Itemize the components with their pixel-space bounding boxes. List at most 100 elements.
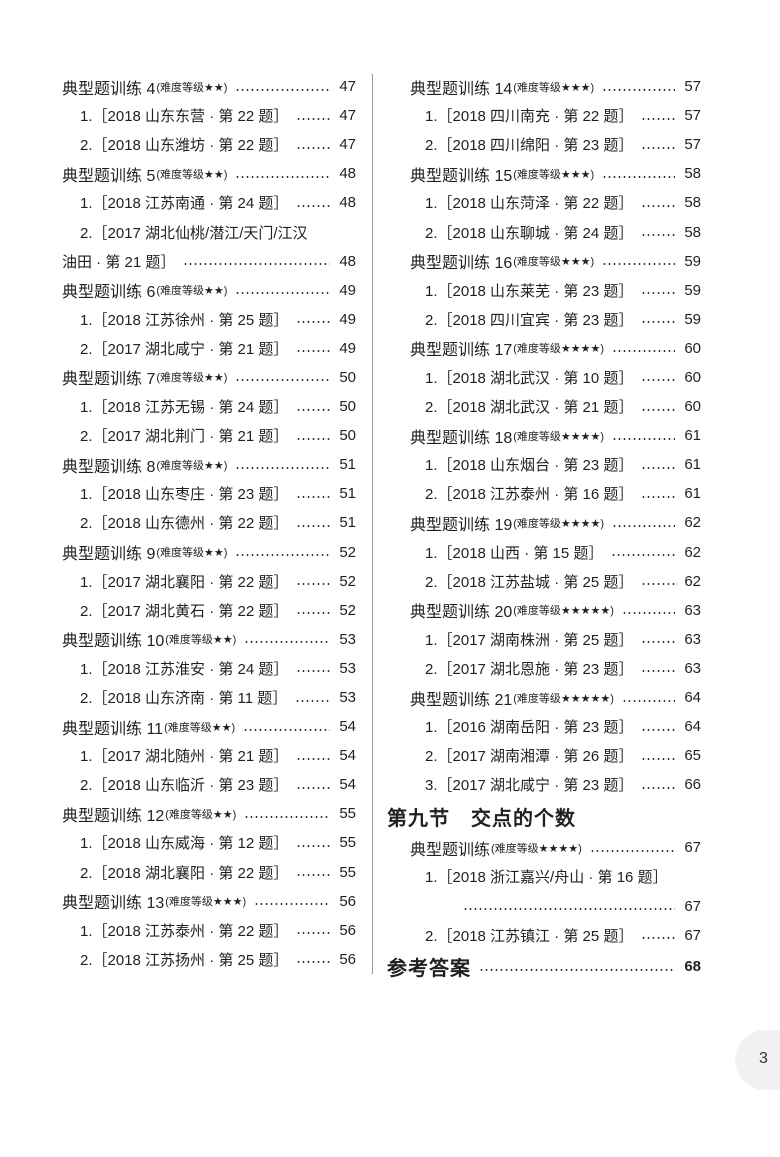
toc-problem-entry[interactable]: 2.［2017 湖北仙桃/潜江/天门/江汉	[62, 217, 356, 246]
toc-problem-entry[interactable]: 2.［2018 山东德州 · 第 22 题］ 51	[62, 508, 356, 537]
toc-problem-entry[interactable]: 1.［2018 山东莱芜 · 第 23 题］ 59	[387, 276, 701, 305]
page-ref: 47	[339, 78, 356, 96]
toc-problem-entry[interactable]: 2.［2017 湖北黄石 · 第 22 题］ 52	[62, 596, 356, 625]
toc-problem-entry[interactable]: 3.［2017 湖北咸宁 · 第 23 题］ 66	[387, 770, 701, 799]
toc-exercise-heading[interactable]: 典型题训练 19 (难度等级★★★★) 62	[387, 508, 701, 537]
column-divider	[372, 74, 373, 974]
toc-exercise-heading[interactable]: 典型题训练 8 (难度等级★★) 51	[62, 450, 356, 479]
toc-problem-entry[interactable]: 1.［2017 湖北襄阳 · 第 22 题］ 52	[62, 567, 356, 596]
toc-exercise-heading[interactable]: 典型题训练 10 (难度等级★★) 53	[62, 625, 356, 654]
difficulty-label: (难度等级★★)	[156, 168, 228, 181]
toc-section-heading[interactable]: 第九节 交点的个数	[387, 799, 701, 833]
toc-problem-entry[interactable]: 2.［2018 山东临沂 · 第 23 题］ 54	[62, 770, 356, 799]
toc-problem-entry[interactable]: 1.［2018 山东枣庄 · 第 23 题］ 51	[62, 479, 356, 508]
toc-problem-entry[interactable]: 1.［2018 山东菏泽 · 第 22 题］ 58	[387, 188, 701, 217]
page-ref: 60	[684, 398, 701, 416]
toc-problem-entry[interactable]: 2.［2017 湖北恩施 · 第 23 题］ 63	[387, 654, 701, 683]
toc-problem-entry[interactable]: 2.［2018 江苏镇江 · 第 25 题］ 67	[387, 921, 701, 950]
toc-problem-entry[interactable]: 1.［2017 湖南株洲 · 第 25 题］ 63	[387, 625, 701, 654]
toc-problem-entry[interactable]: 1.［2018 江苏无锡 · 第 24 题］ 50	[62, 392, 356, 421]
page-ref: 67	[684, 839, 701, 857]
toc-problem-entry[interactable]: 2.［2018 江苏泰州 · 第 16 题］ 61	[387, 479, 701, 508]
toc-problem-entry[interactable]: 2.［2017 湖北荆门 · 第 21 题］ 50	[62, 421, 356, 450]
dot-leader	[602, 263, 675, 266]
toc-problem-entry[interactable]: 2.［2018 湖北襄阳 · 第 22 题］ 55	[62, 858, 356, 887]
toc-problem-entry[interactable]: 2.［2018 湖北武汉 · 第 21 题］ 60	[387, 392, 701, 421]
toc-section-heading[interactable]: 参考答案 68	[387, 950, 701, 984]
toc-problem-entry[interactable]: 1.［2018 四川南充 · 第 22 题］ 57	[387, 101, 701, 130]
toc-problem-entry[interactable]: 2.［2017 湖南湘潭 · 第 26 题］ 65	[387, 741, 701, 770]
toc-entry-continuation[interactable]: 67	[387, 892, 701, 921]
toc-exercise-heading[interactable]: 典型题训练 (难度等级★★★★) 67	[387, 833, 701, 862]
toc-problem-entry[interactable]: 1.［2018 山东威海 · 第 12 题］ 55	[62, 828, 356, 857]
toc-problem-entry[interactable]: 1.［2018 浙江嘉兴/舟山 · 第 16 题］	[387, 862, 701, 891]
entry-text: 1.［2018 四川南充 · 第 22 题］	[425, 108, 634, 126]
toc-exercise-heading[interactable]: 典型题训练 20 (难度等级★★★★★) 63	[387, 596, 701, 625]
entry-text: 2.［2017 湖北仙桃/潜江/天门/江汉	[80, 224, 308, 242]
difficulty-label: (难度等级★★)	[164, 721, 236, 734]
page-ref: 65	[684, 747, 701, 765]
toc-problem-entry[interactable]: 2.［2018 山东聊城 · 第 24 题］ 58	[387, 217, 701, 246]
toc-problem-entry[interactable]: 1.［2018 山东东营 · 第 22 题］ 47	[62, 101, 356, 130]
dot-leader	[641, 466, 675, 469]
toc-problem-entry[interactable]: 1.［2018 江苏淮安 · 第 24 题］ 53	[62, 654, 356, 683]
dot-leader	[641, 641, 675, 644]
entry-label: 典型题训练 18	[410, 429, 513, 447]
dot-leader	[235, 88, 330, 91]
toc-exercise-heading[interactable]: 典型题训练 5 (难度等级★★) 48	[62, 159, 356, 188]
toc-problem-entry[interactable]: 2.［2018 四川宜宾 · 第 23 题］ 59	[387, 305, 701, 334]
toc-problem-entry[interactable]: 1.［2018 山西 · 第 15 题］ 62	[387, 538, 701, 567]
entry-text: 1.［2018 江苏徐州 · 第 25 题］	[80, 311, 289, 329]
toc-entry-continuation[interactable]: 油田 · 第 21 题］ 48	[62, 247, 356, 276]
entry-text: 2.［2018 山东聊城 · 第 24 题］	[425, 224, 634, 242]
toc-exercise-heading[interactable]: 典型题训练 15 (难度等级★★★) 58	[387, 159, 701, 188]
toc-exercise-heading[interactable]: 典型题训练 7 (难度等级★★) 50	[62, 363, 356, 392]
toc-problem-entry[interactable]: 2.［2018 山东潍坊 · 第 22 题］ 47	[62, 130, 356, 159]
entry-text: 1.［2018 山东东营 · 第 22 题］	[80, 108, 289, 126]
page-ref: 49	[339, 339, 356, 357]
page-ref: 60	[684, 339, 701, 357]
toc-problem-entry[interactable]: 1.［2018 江苏泰州 · 第 22 题］ 56	[62, 916, 356, 945]
toc-problem-entry[interactable]: 1.［2018 山东烟台 · 第 23 题］ 61	[387, 450, 701, 479]
difficulty-label: (难度等级★★)	[165, 808, 237, 821]
toc-problem-entry[interactable]: 2.［2017 湖北咸宁 · 第 21 题］ 49	[62, 334, 356, 363]
toc-exercise-heading[interactable]: 典型题训练 14 (难度等级★★★) 57	[387, 72, 701, 101]
toc-problem-entry[interactable]: 1.［2017 湖北随州 · 第 21 题］ 54	[62, 741, 356, 770]
toc-problem-entry[interactable]: 2.［2018 山东济南 · 第 11 题］ 53	[62, 683, 356, 712]
page-ref: 63	[684, 659, 701, 677]
toc-problem-entry[interactable]: 2.［2018 江苏盐城 · 第 25 题］ 62	[387, 567, 701, 596]
toc-exercise-heading[interactable]: 典型题训练 16 (难度等级★★★) 59	[387, 247, 701, 276]
dot-leader	[235, 379, 330, 382]
page-ref: 64	[684, 689, 701, 707]
toc-exercise-heading[interactable]: 典型题训练 11 (难度等级★★) 54	[62, 712, 356, 741]
toc-problem-entry[interactable]: 2.［2018 四川绵阳 · 第 23 题］ 57	[387, 130, 701, 159]
page-ref: 66	[684, 776, 701, 794]
toc-problem-entry[interactable]: 1.［2018 江苏徐州 · 第 25 题］ 49	[62, 305, 356, 334]
dot-leader	[244, 641, 330, 644]
entry-text: 1.［2018 山东枣庄 · 第 23 题］	[80, 486, 289, 504]
page-ref: 56	[339, 892, 356, 910]
toc-problem-entry[interactable]: 1.［2016 湖南岳阳 · 第 23 题］ 64	[387, 712, 701, 741]
toc-exercise-heading[interactable]: 典型题训练 17 (难度等级★★★★) 60	[387, 334, 701, 363]
difficulty-label: (难度等级★★★★★)	[513, 692, 614, 705]
difficulty-label: (难度等级★★★)	[513, 81, 595, 94]
entry-text: 2.［2017 湖北咸宁 · 第 21 题］	[80, 340, 289, 358]
toc-exercise-heading[interactable]: 典型题训练 18 (难度等级★★★★) 61	[387, 421, 701, 450]
difficulty-label: (难度等级★★★)	[165, 896, 247, 909]
page-ref: 55	[339, 805, 356, 823]
toc-problem-entry[interactable]: 1.［2018 湖北武汉 · 第 10 题］ 60	[387, 363, 701, 392]
toc-exercise-heading[interactable]: 典型题训练 6 (难度等级★★) 49	[62, 276, 356, 305]
difficulty-label: (难度等级★★★★)	[513, 343, 605, 356]
toc-exercise-heading[interactable]: 典型题训练 12 (难度等级★★) 55	[62, 799, 356, 828]
toc-problem-entry[interactable]: 1.［2018 江苏南通 · 第 24 题］ 48	[62, 188, 356, 217]
entry-text: 1.［2018 江苏无锡 · 第 24 题］	[80, 399, 289, 417]
toc-exercise-heading[interactable]: 典型题训练 13 (难度等级★★★) 56	[62, 887, 356, 916]
toc-exercise-heading[interactable]: 典型题训练 4 (难度等级★★) 47	[62, 72, 356, 101]
toc-problem-entry[interactable]: 2.［2018 江苏扬州 · 第 25 题］ 56	[62, 945, 356, 974]
toc-exercise-heading[interactable]: 典型题训练 21 (难度等级★★★★★) 64	[387, 683, 701, 712]
entry-label: 典型题训练 11	[62, 720, 164, 738]
entry-text: 1.［2018 湖北武汉 · 第 10 题］	[425, 369, 634, 387]
dot-leader	[641, 146, 675, 149]
dot-leader	[296, 583, 330, 586]
toc-exercise-heading[interactable]: 典型题训练 9 (难度等级★★) 52	[62, 538, 356, 567]
